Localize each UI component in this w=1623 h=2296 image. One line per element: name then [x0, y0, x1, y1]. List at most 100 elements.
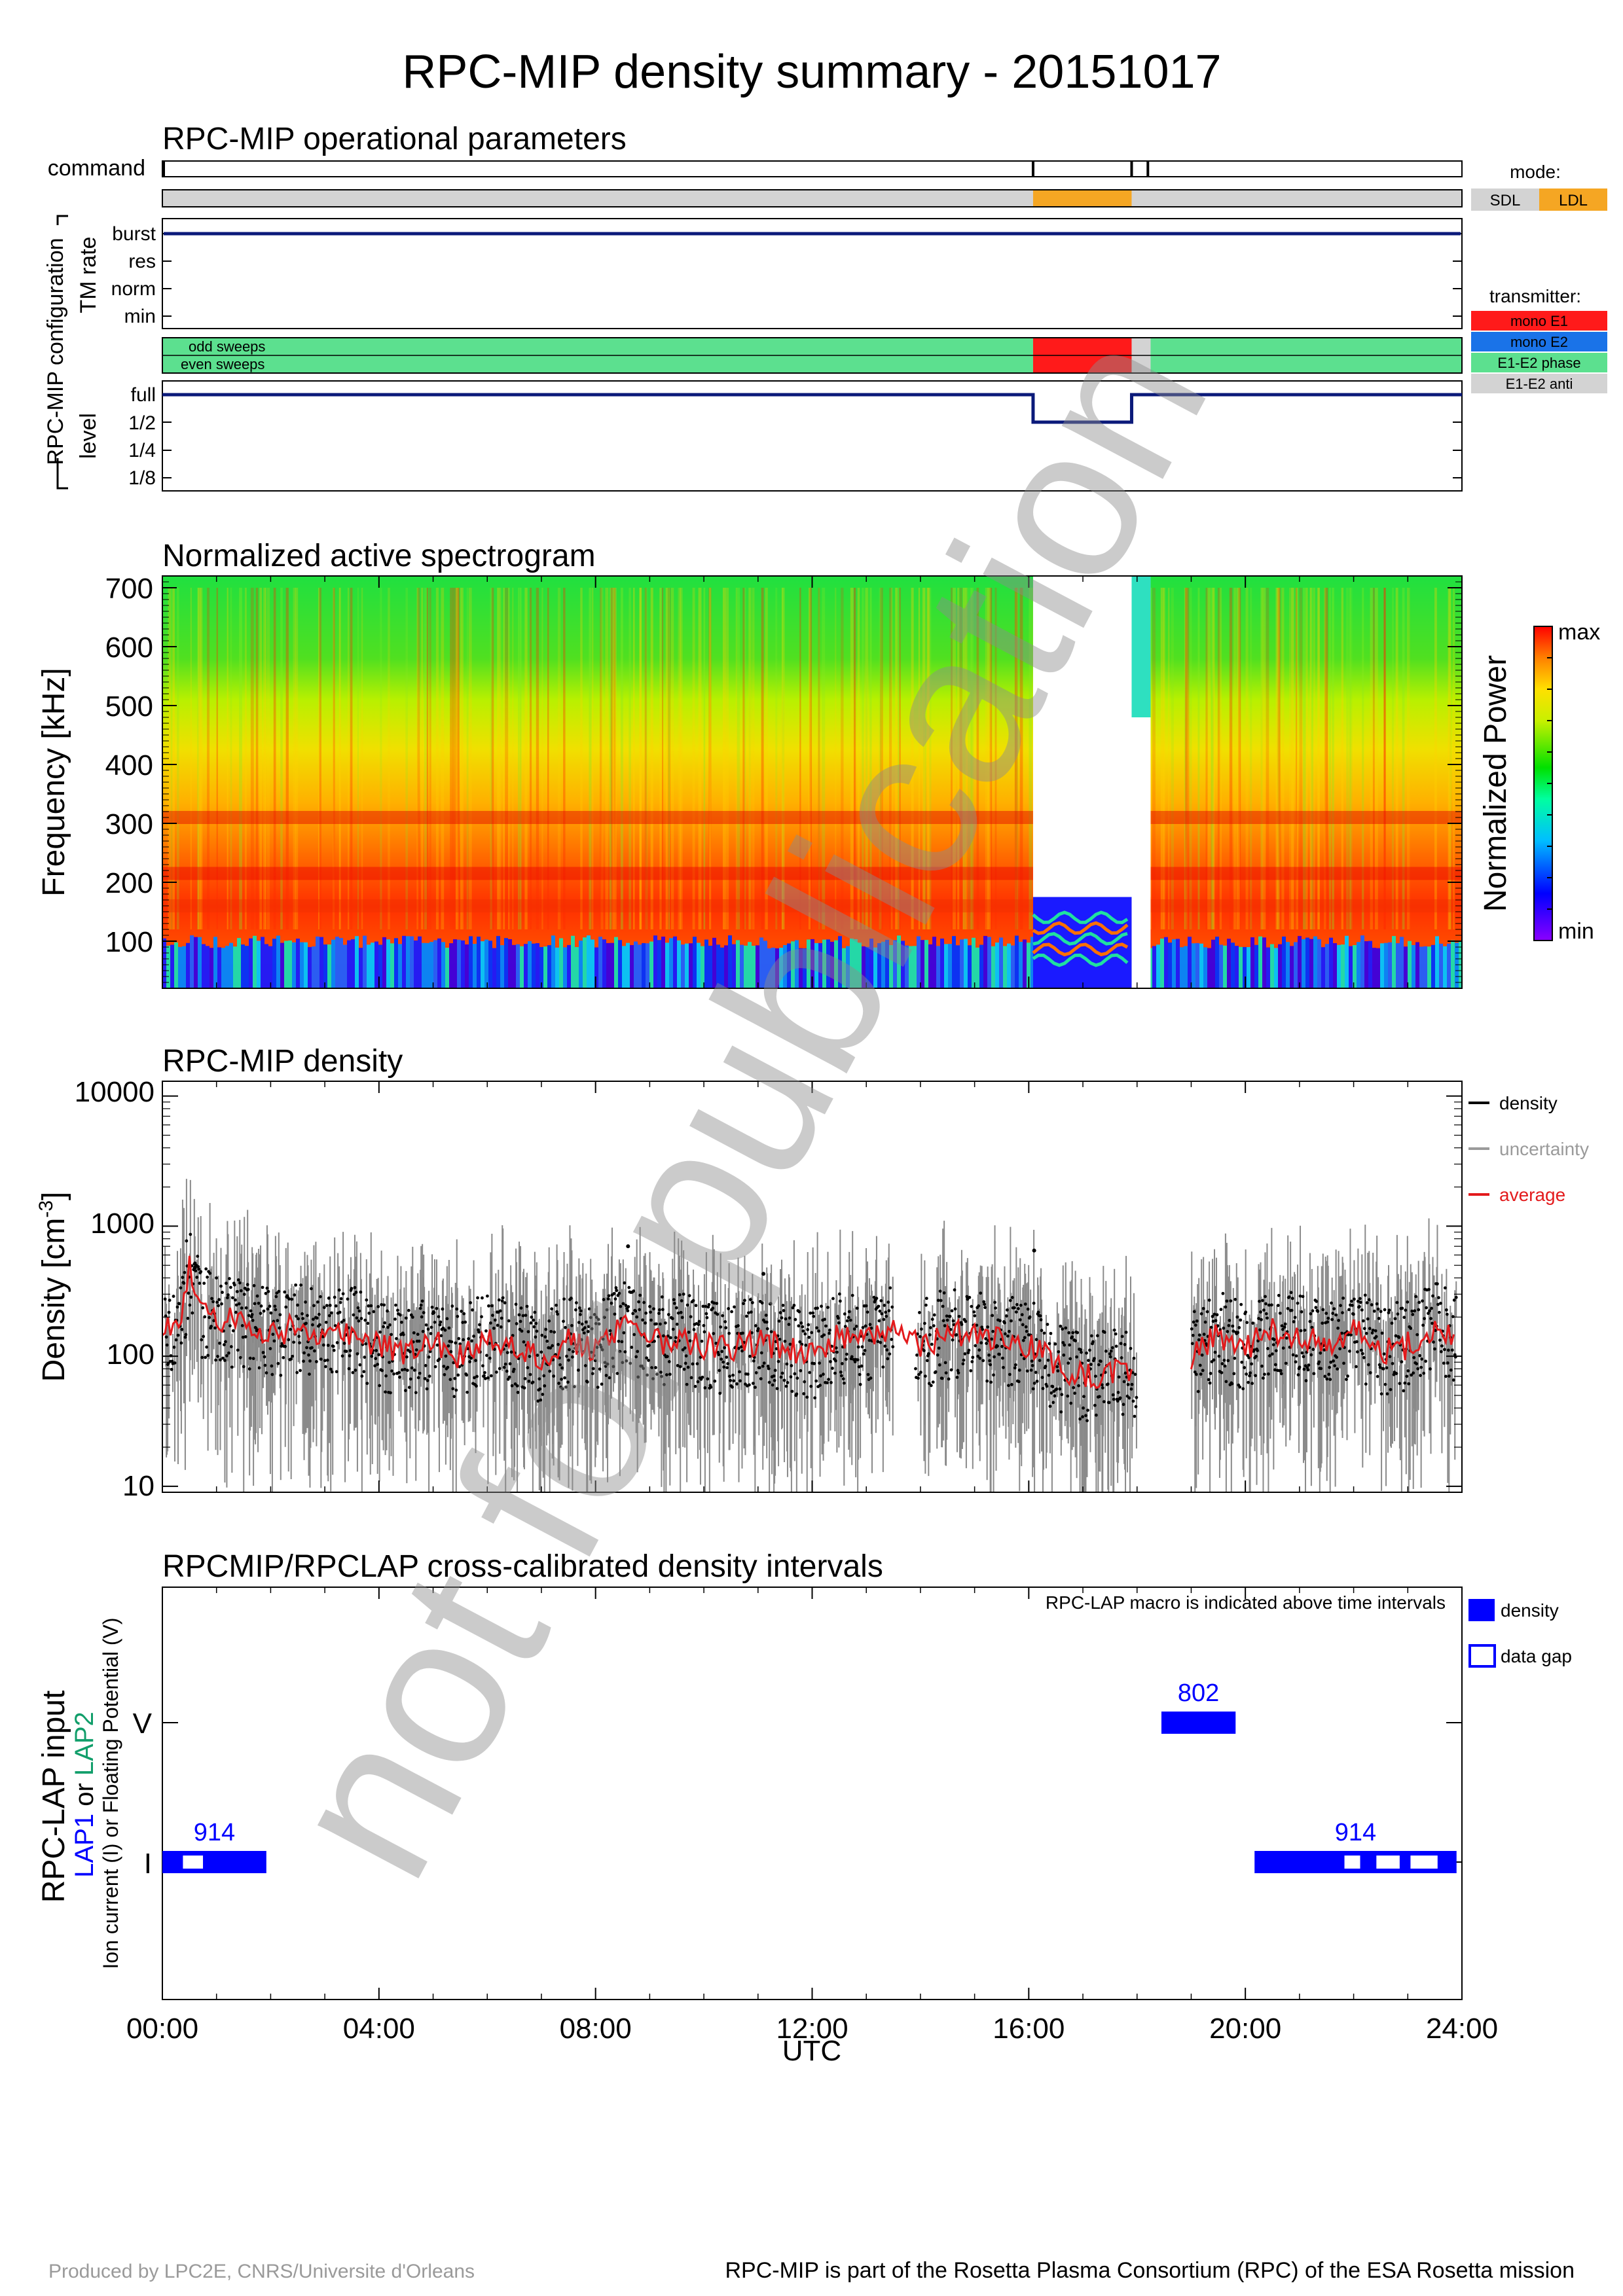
density-point: [1018, 1318, 1022, 1321]
density-point: [991, 1314, 994, 1318]
density-point: [672, 1298, 676, 1302]
density-point: [213, 1326, 217, 1330]
density-point: [348, 1354, 352, 1357]
density-point: [1260, 1364, 1264, 1368]
density-point: [860, 1345, 864, 1349]
density-point: [750, 1331, 754, 1335]
spectrogram-low-band: [712, 937, 716, 988]
density-point: [1233, 1297, 1237, 1301]
density-point: [1279, 1372, 1283, 1376]
spectrogram-streak: [1372, 588, 1375, 929]
density-point: [1132, 1356, 1136, 1360]
density-point: [608, 1329, 612, 1333]
density-point: [577, 1306, 581, 1310]
density-point: [1062, 1354, 1066, 1357]
lap-legend-density: density: [1501, 1600, 1559, 1621]
spectrogram-low-band: [622, 946, 626, 988]
density-point: [1264, 1302, 1267, 1306]
density-point: [414, 1348, 418, 1352]
spectrogram-low-band: [492, 948, 496, 988]
spectrogram-low-band: [885, 939, 889, 988]
density-point: [1383, 1382, 1387, 1386]
density-point: [665, 1373, 668, 1376]
density-point: [603, 1361, 607, 1365]
density-point: [747, 1311, 750, 1315]
density-point: [691, 1299, 695, 1302]
density-point: [172, 1345, 176, 1349]
density-point: [552, 1374, 556, 1378]
density-point: [1040, 1376, 1044, 1379]
spectrogram-low-band: [1207, 948, 1211, 988]
density-point: [852, 1327, 856, 1331]
spectrogram-streak: [1453, 588, 1455, 929]
density-point: [438, 1323, 442, 1327]
density-point: [538, 1387, 542, 1391]
density-point: [974, 1344, 977, 1348]
density-point: [984, 1336, 988, 1340]
spectrogram-streak: [1260, 588, 1263, 929]
spectrogram-streak: [547, 588, 549, 929]
spectrogram-streak: [835, 588, 837, 929]
spectrogram-streak: [744, 588, 746, 929]
tx-legend-anti: E1-E2 anti: [1506, 376, 1573, 392]
spectrogram-low-band: [869, 939, 873, 988]
density-point: [955, 1333, 958, 1336]
density-point: [973, 1314, 977, 1318]
density-point: [274, 1308, 278, 1312]
density-point: [473, 1376, 476, 1380]
lap-xtick-label: 00:00: [126, 2013, 198, 2045]
density-point: [1045, 1384, 1049, 1388]
density-point: [461, 1321, 465, 1324]
spectrogram-streak: [880, 588, 883, 929]
density-point: [299, 1369, 302, 1372]
density-point: [844, 1357, 848, 1361]
density-point: [1100, 1383, 1104, 1387]
density-point: [749, 1310, 753, 1314]
density-point: [753, 1386, 757, 1390]
density-point: [507, 1375, 511, 1379]
density-point: [1089, 1363, 1093, 1367]
spectrogram-streak: [1213, 588, 1215, 929]
density-point: [1121, 1412, 1125, 1416]
density-point: [1071, 1331, 1075, 1335]
density-point: [1079, 1348, 1082, 1352]
density-point: [773, 1378, 776, 1382]
density-point: [807, 1335, 811, 1339]
density-point: [498, 1309, 502, 1313]
density-point: [366, 1321, 370, 1325]
density-point: [302, 1359, 305, 1363]
density-point: [936, 1299, 940, 1302]
density-point: [1287, 1295, 1291, 1299]
density-point: [806, 1328, 810, 1331]
density-point: [1419, 1365, 1423, 1369]
spectrogram-streak: [1295, 588, 1298, 929]
spectrogram-low-band: [1195, 942, 1199, 988]
density-point: [936, 1353, 939, 1357]
spectrogram-streak: [911, 588, 914, 929]
spectrogram-streak: [1250, 588, 1252, 929]
density-point: [613, 1297, 617, 1301]
spectrogram-streak: [263, 588, 266, 929]
density-point: [1112, 1328, 1116, 1332]
density-point: [1416, 1367, 1420, 1371]
density-point: [1336, 1326, 1340, 1330]
density-point: [1207, 1299, 1211, 1302]
density-point: [372, 1310, 376, 1314]
density-point: [1269, 1303, 1273, 1307]
density-point: [917, 1372, 921, 1376]
density-point: [1060, 1393, 1064, 1397]
density-point: [985, 1379, 989, 1383]
density-point: [425, 1387, 429, 1391]
spectrogram-low-band: [940, 938, 944, 988]
density-point: [389, 1391, 392, 1395]
density-point: [822, 1372, 825, 1376]
density-point: [856, 1358, 860, 1361]
density-point: [924, 1297, 928, 1300]
density-average-line: [1190, 1318, 1455, 1370]
density-point: [702, 1323, 706, 1327]
density-point: [727, 1307, 731, 1310]
density-point: [206, 1354, 210, 1357]
density-point: [443, 1328, 447, 1332]
density-point: [467, 1337, 471, 1340]
